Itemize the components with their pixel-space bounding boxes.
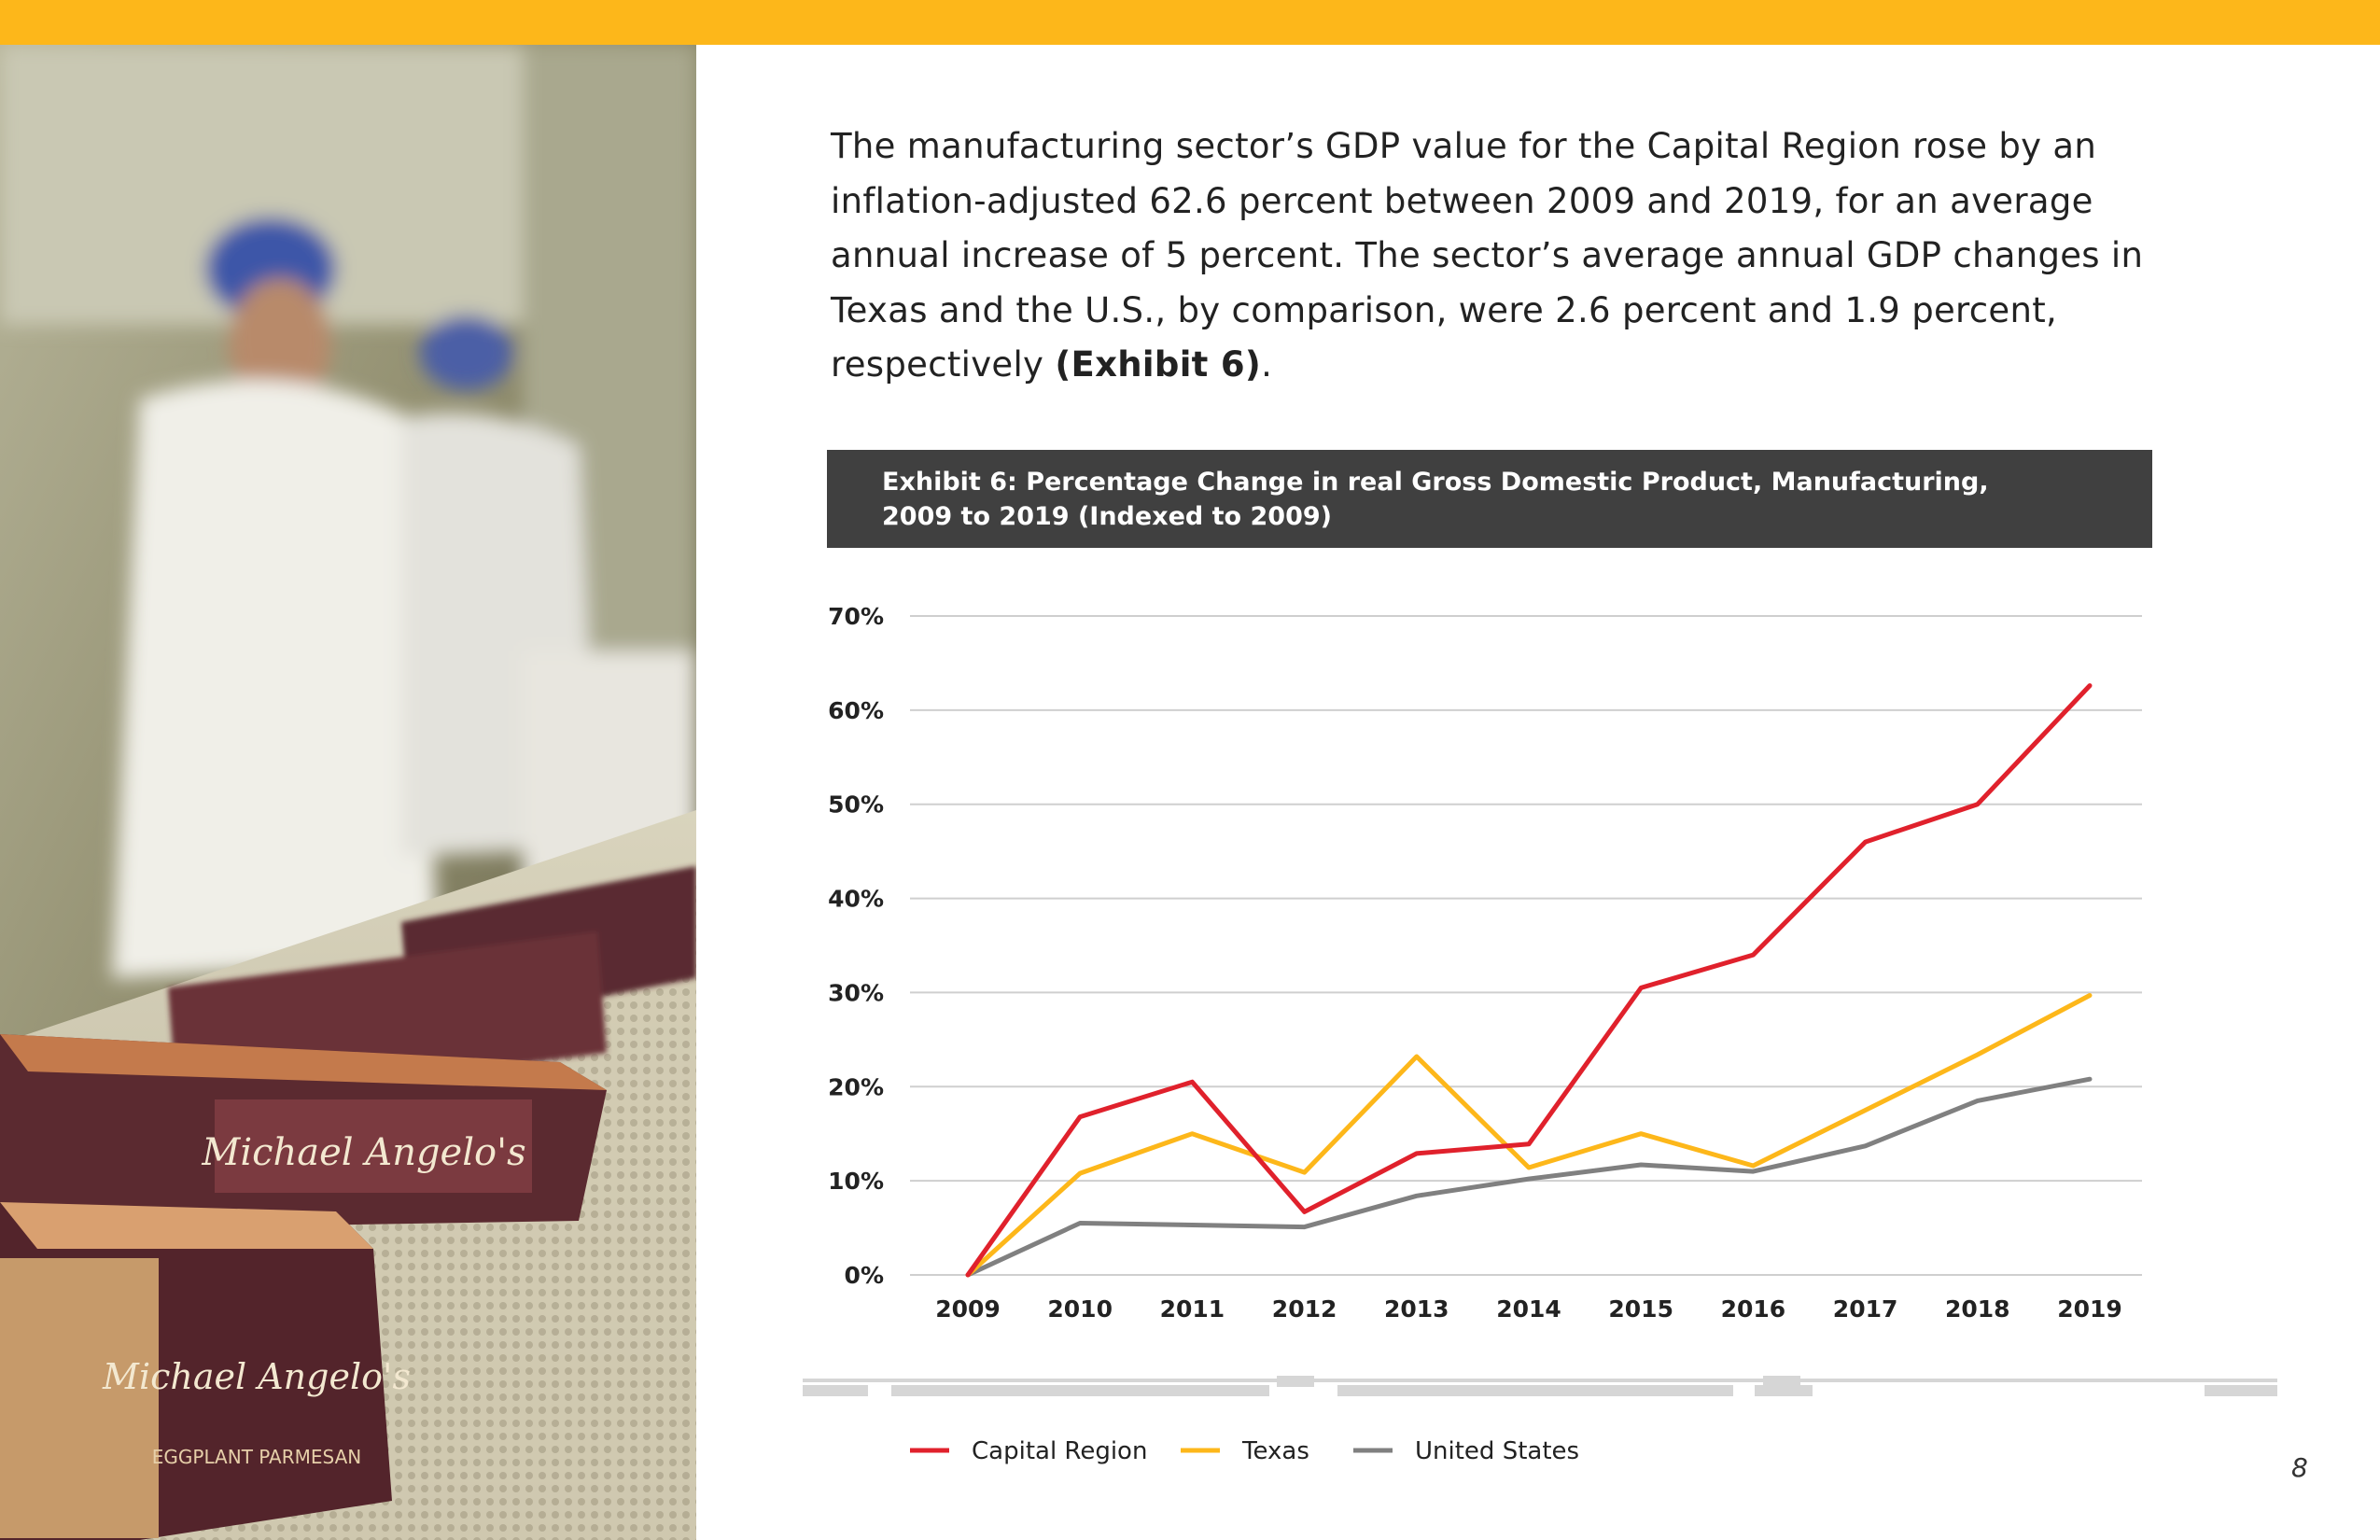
x-tick-label: 2019 xyxy=(2057,1295,2122,1323)
chart-bottom-rule xyxy=(803,1379,2277,1382)
y-tick-label: 70% xyxy=(828,603,884,630)
chart-bottom-rule-segment xyxy=(1337,1385,1733,1396)
x-tick-label: 2016 xyxy=(1721,1295,1786,1323)
x-tick-label: 2018 xyxy=(1945,1295,2010,1323)
chart-bottom-rule-segment xyxy=(891,1385,1269,1396)
y-tick-label: 20% xyxy=(828,1073,884,1100)
legend-label-texas: Texas xyxy=(1241,1437,1309,1465)
intro-text-end: . xyxy=(1261,344,1273,385)
chart-bottom-rule-tab xyxy=(1763,1376,1800,1387)
legend-label-united-states: United States xyxy=(1415,1437,1579,1465)
x-tick-label: 2017 xyxy=(1833,1295,1898,1323)
exhibit-header: Exhibit 6: Percentage Change in real Gro… xyxy=(827,450,2152,548)
x-tick-label: 2013 xyxy=(1384,1295,1449,1323)
y-tick-label: 0% xyxy=(845,1262,884,1289)
chart-bottom-rule-segment xyxy=(2205,1385,2277,1396)
y-tick-label: 30% xyxy=(828,979,884,1006)
page-number: 8 xyxy=(2291,1452,2308,1483)
chart-bottom-rule-segment xyxy=(1755,1385,1813,1396)
top-accent-bar xyxy=(0,0,2380,45)
exhibit-title-line1: Exhibit 6: Percentage Change in real Gro… xyxy=(882,468,1989,497)
factory-photo: Michael Angelo's Michael Angelo's EGGPLA… xyxy=(0,45,696,1540)
chart-bottom-rule-segment xyxy=(803,1385,868,1396)
x-tick-label: 2014 xyxy=(1496,1295,1561,1323)
x-tick-label: 2010 xyxy=(1047,1295,1113,1323)
svg-text:Michael Angelo's: Michael Angelo's xyxy=(102,1356,411,1397)
svg-text:Michael Angelo's: Michael Angelo's xyxy=(201,1131,525,1174)
chart-bottom-rule-tab xyxy=(1277,1376,1314,1387)
legend-label-capital-region: Capital Region xyxy=(972,1437,1147,1465)
x-tick-label: 2009 xyxy=(935,1295,1001,1323)
series-line-capital-region xyxy=(965,683,2093,1278)
y-tick-label: 50% xyxy=(828,791,884,819)
intro-paragraph: The manufacturing sector’s GDP value for… xyxy=(831,119,2165,393)
series-line-texas xyxy=(965,993,2093,1278)
y-tick-label: 10% xyxy=(828,1168,884,1195)
x-tick-label: 2011 xyxy=(1160,1295,1225,1323)
exhibit-title-line2: 2009 to 2019 (Indexed to 2009) xyxy=(882,502,1332,531)
y-tick-label: 40% xyxy=(828,886,884,913)
intro-text: The manufacturing sector’s GDP value for… xyxy=(831,126,2144,385)
y-tick-label: 60% xyxy=(828,697,884,724)
x-tick-label: 2015 xyxy=(1608,1295,1673,1323)
exhibit-reference: (Exhibit 6) xyxy=(1055,344,1262,385)
series-line-united-states xyxy=(965,1076,2093,1278)
svg-text:EGGPLANT PARMESAN: EGGPLANT PARMESAN xyxy=(152,1446,361,1468)
x-tick-label: 2012 xyxy=(1272,1295,1337,1323)
